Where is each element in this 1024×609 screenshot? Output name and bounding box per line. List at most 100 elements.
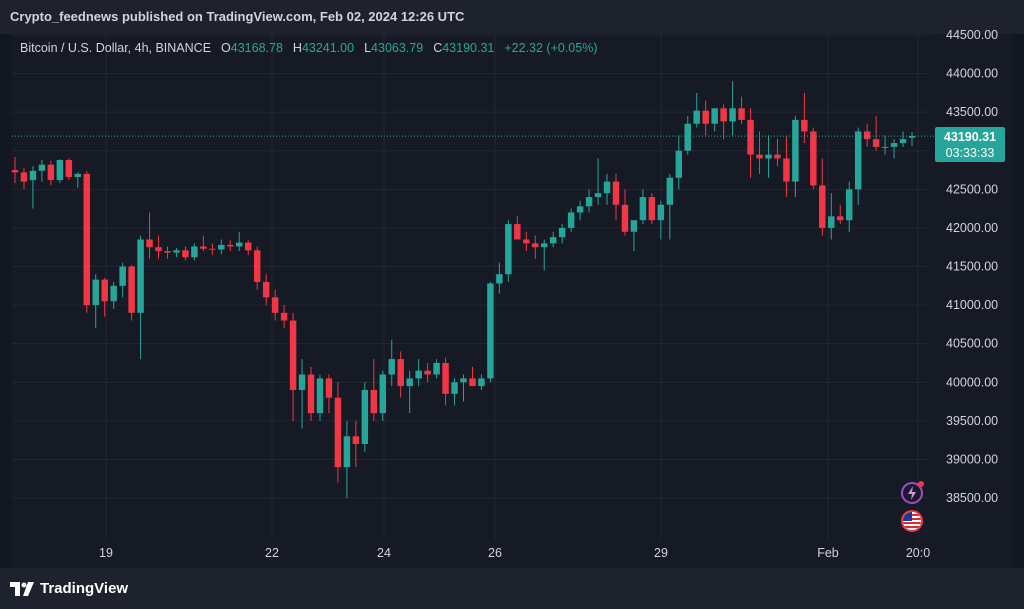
candle[interactable]	[280, 305, 288, 329]
candle[interactable]	[155, 235, 162, 259]
candle[interactable]	[558, 224, 566, 244]
candle[interactable]	[74, 172, 82, 188]
candle[interactable]	[352, 420, 360, 468]
candle[interactable]	[101, 278, 108, 317]
candle[interactable]	[863, 123, 871, 147]
candle[interactable]	[200, 235, 207, 252]
candle[interactable]	[298, 359, 306, 429]
chart-frame[interactable]	[12, 34, 1012, 568]
candle[interactable]	[271, 289, 279, 321]
candle[interactable]	[262, 274, 270, 306]
candle[interactable]	[747, 108, 754, 178]
candle[interactable]	[890, 139, 898, 159]
candle[interactable]	[837, 204, 844, 225]
candle[interactable]	[899, 131, 907, 147]
candle[interactable]	[585, 189, 593, 213]
candle[interactable]	[567, 208, 575, 232]
candle[interactable]	[478, 374, 485, 390]
candle[interactable]	[182, 246, 189, 261]
candle[interactable]	[110, 281, 117, 309]
candle[interactable]	[845, 181, 853, 232]
candle[interactable]	[693, 92, 700, 128]
candle[interactable]	[424, 362, 431, 383]
candle[interactable]	[792, 116, 799, 198]
candle[interactable]	[819, 158, 826, 236]
candle[interactable]	[370, 359, 378, 421]
tradingview-logo[interactable]: TradingView	[10, 580, 128, 597]
candle[interactable]	[756, 131, 763, 174]
candle[interactable]	[325, 374, 333, 414]
candle[interactable]	[872, 116, 880, 151]
candle[interactable]	[639, 189, 647, 225]
candle[interactable]	[128, 264, 135, 321]
candle[interactable]	[729, 81, 736, 136]
us-flag-icon[interactable]	[901, 510, 923, 532]
candle[interactable]	[487, 281, 494, 383]
candle[interactable]	[854, 127, 862, 205]
candle[interactable]	[549, 231, 557, 248]
candle[interactable]	[648, 193, 656, 225]
candle[interactable]	[146, 212, 153, 259]
candle[interactable]	[774, 139, 781, 167]
candle[interactable]	[514, 216, 521, 240]
candle[interactable]	[675, 135, 683, 190]
candle[interactable]	[56, 159, 64, 184]
candle[interactable]	[119, 262, 126, 298]
candle[interactable]	[532, 235, 539, 259]
candle[interactable]	[451, 378, 458, 406]
candle[interactable]	[29, 166, 37, 209]
candle[interactable]	[720, 104, 727, 140]
candle[interactable]	[783, 135, 790, 198]
candle[interactable]	[908, 132, 916, 146]
candle[interactable]	[415, 359, 422, 387]
candle[interactable]	[388, 339, 395, 387]
candle[interactable]	[523, 231, 530, 252]
candle[interactable]	[666, 173, 674, 240]
candle[interactable]	[253, 246, 261, 290]
candle[interactable]	[460, 374, 467, 402]
candle[interactable]	[621, 189, 629, 236]
candle[interactable]	[289, 312, 297, 421]
candle[interactable]	[65, 158, 73, 181]
candle[interactable]	[92, 274, 99, 329]
candle[interactable]	[47, 160, 55, 186]
candle[interactable]	[11, 156, 19, 184]
candle[interactable]	[684, 116, 691, 155]
candle[interactable]	[603, 173, 611, 205]
candle[interactable]	[209, 243, 216, 255]
candle[interactable]	[630, 220, 638, 252]
candle[interactable]	[711, 108, 718, 132]
candle[interactable]	[406, 370, 413, 414]
candle[interactable]	[334, 382, 342, 483]
candle[interactable]	[469, 366, 476, 387]
candle[interactable]	[612, 173, 620, 221]
candle[interactable]	[810, 127, 817, 190]
candle[interactable]	[343, 420, 351, 498]
candle[interactable]	[361, 382, 369, 452]
candle[interactable]	[576, 200, 584, 221]
candle[interactable]	[316, 374, 324, 421]
candle[interactable]	[765, 135, 772, 178]
candle[interactable]	[702, 100, 709, 136]
candle[interactable]	[541, 239, 548, 271]
flash-icon[interactable]	[901, 481, 924, 504]
candle[interactable]	[173, 247, 180, 258]
candle[interactable]	[244, 240, 252, 255]
candle[interactable]	[236, 231, 243, 252]
candle[interactable]	[801, 92, 808, 144]
candle[interactable]	[38, 160, 46, 182]
candle[interactable]	[594, 158, 602, 205]
candle[interactable]	[307, 366, 315, 421]
candle[interactable]	[164, 246, 171, 259]
candle[interactable]	[881, 135, 889, 155]
candle[interactable]	[505, 220, 512, 282]
candle[interactable]	[442, 357, 449, 406]
candle[interactable]	[191, 243, 198, 261]
candle[interactable]	[496, 262, 503, 294]
candle[interactable]	[83, 170, 90, 313]
candle[interactable]	[137, 235, 144, 360]
candle[interactable]	[828, 193, 835, 240]
candle[interactable]	[20, 167, 28, 190]
candle[interactable]	[397, 351, 404, 398]
